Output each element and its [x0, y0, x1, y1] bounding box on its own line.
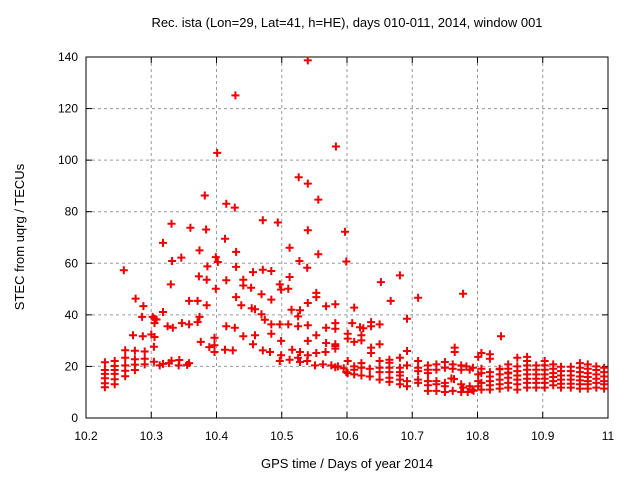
x-tick-label: 10.4 — [205, 429, 229, 443]
x-tick-label: 11 — [602, 429, 615, 443]
y-tick-label: 0 — [71, 411, 78, 425]
data-point-markers — [100, 56, 609, 396]
y-tick-label: 120 — [58, 102, 78, 116]
y-tick-label: 60 — [65, 256, 79, 270]
x-tick-label: 10.2 — [74, 429, 98, 443]
y-axis-label: STEC from uqrg / TECUs — [12, 163, 27, 310]
tick-labels: 10.2 10.3 10.4 10.5 10.6 10.7 10.8 10.9 11 0 20 40 6… — [58, 50, 615, 443]
chart-title: Rec. ista (Lon=29, Lat=41, h=HE), days 0… — [151, 15, 543, 30]
axis-ticks — [85, 56, 609, 419]
x-tick-label: 10.5 — [270, 429, 294, 443]
x-tick-label: 10.6 — [335, 429, 359, 443]
x-tick-label: 10.3 — [140, 429, 164, 443]
y-tick-label: 100 — [58, 153, 78, 167]
y-tick-label: 20 — [65, 359, 79, 373]
y-tick-label: 140 — [58, 50, 78, 64]
x-tick-label: 10.9 — [531, 429, 555, 443]
y-tick-label: 40 — [65, 308, 79, 322]
x-tick-label: 10.8 — [466, 429, 490, 443]
data-points — [100, 56, 609, 396]
x-axis-label: GPS time / Days of year 2014 — [261, 456, 433, 471]
y-tick-label: 80 — [65, 205, 79, 219]
x-tick-label: 10.7 — [401, 429, 425, 443]
